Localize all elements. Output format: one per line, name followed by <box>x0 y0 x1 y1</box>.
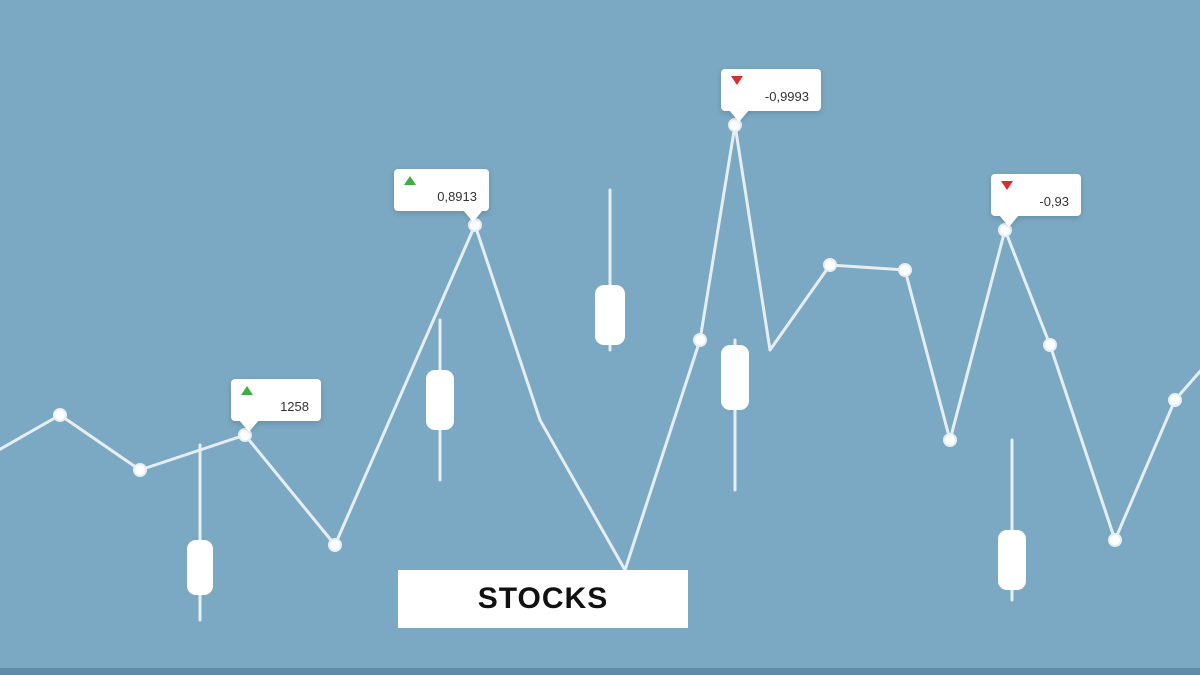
candle-body <box>187 540 213 595</box>
tooltip-value: -0,9993 <box>731 75 811 105</box>
price-point <box>329 539 341 551</box>
candle-body <box>595 285 625 345</box>
title-box: STOCKS <box>398 570 688 628</box>
title-text: STOCKS <box>478 582 608 616</box>
tooltip-tail <box>463 210 483 222</box>
price-tooltip: 1258 <box>231 379 321 421</box>
tooltip-tail <box>999 215 1019 227</box>
trend-down-icon <box>731 76 743 85</box>
stocks-infographic: 1258 0,8913 -0,9993 -0,93 STOCKS <box>0 0 1200 675</box>
price-point <box>899 264 911 276</box>
price-point <box>944 434 956 446</box>
price-point <box>694 334 706 346</box>
trend-up-icon <box>241 386 253 395</box>
price-point <box>134 464 146 476</box>
price-tooltip: -0,9993 <box>721 69 821 111</box>
candle-body <box>721 345 749 410</box>
price-point <box>824 259 836 271</box>
trend-down-icon <box>1001 181 1013 190</box>
price-point <box>1044 339 1056 351</box>
price-tooltip: 0,8913 <box>394 169 489 211</box>
tooltip-tail <box>239 420 259 432</box>
tooltip-tail <box>729 110 749 122</box>
bottom-strip <box>0 668 1200 675</box>
candle-body <box>426 370 454 430</box>
candle-body <box>998 530 1026 590</box>
price-point <box>54 409 66 421</box>
price-point <box>1109 534 1121 546</box>
price-point <box>1169 394 1181 406</box>
trend-up-icon <box>404 176 416 185</box>
price-tooltip: -0,93 <box>991 174 1081 216</box>
